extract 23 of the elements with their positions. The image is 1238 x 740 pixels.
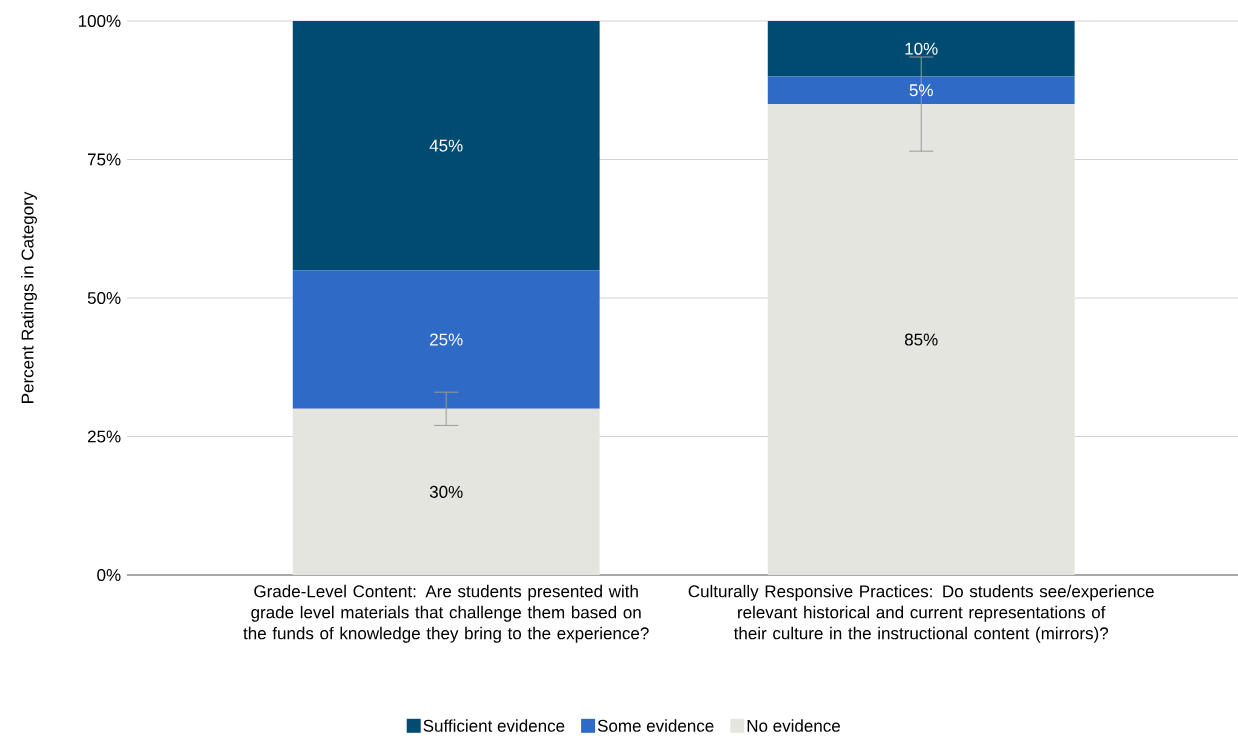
y-tick-label: 100% (78, 14, 121, 28)
x-tick-label: Grade-Level Content: Are students presented with grade level materials that challenge them based on the funds of knowledge they bring to the experience? (243, 584, 649, 643)
bar (767, 104, 1075, 575)
data-label: 45% (429, 139, 463, 152)
y-tick-label: 50% (87, 291, 121, 305)
x-tick-label: Culturally Responsive Practices: Do students see/experience relevant historical and current representations of their culture in the instructional content (mirrors)? (688, 584, 1154, 643)
bar (292, 408, 600, 575)
legend-label: Sufficient evidence (423, 719, 565, 732)
y-tick-label: 0% (97, 568, 121, 582)
y-axis-title: Percent Ratings in Category (21, 191, 37, 403)
data-label: 30% (429, 485, 463, 498)
bar (292, 20, 600, 271)
y-tick-label: 75% (87, 153, 121, 166)
data-label: 25% (430, 333, 463, 346)
legend-label: Some evidence (597, 719, 714, 732)
data-label: 10% (905, 42, 938, 55)
bar (767, 20, 1075, 77)
y-tick-label: 25% (87, 430, 121, 443)
legend-label: No evidence (747, 719, 840, 732)
bar (767, 76, 1075, 105)
data-label: 85% (904, 333, 938, 346)
data-label: 5% (909, 84, 933, 97)
bar (292, 270, 600, 409)
